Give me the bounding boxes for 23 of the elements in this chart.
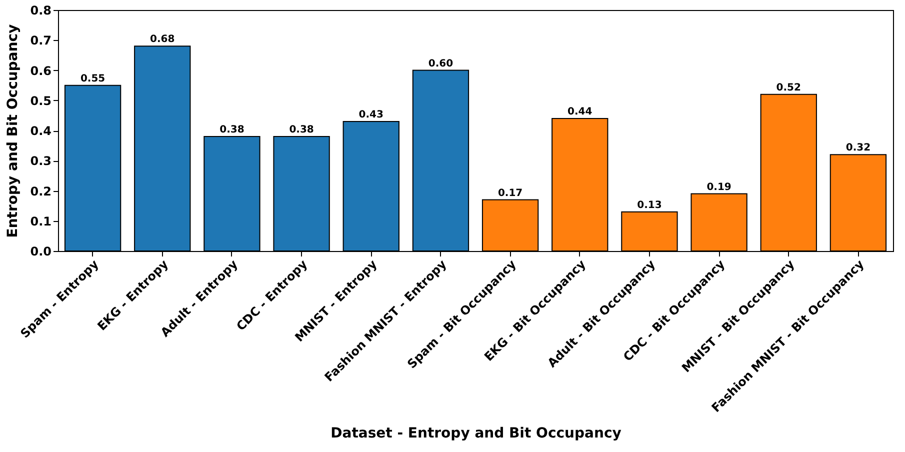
data-label: 0.13 (637, 200, 662, 211)
data-label: 0.55 (80, 73, 106, 84)
y-tick-label: 0.0 (30, 244, 52, 258)
y-tick-label: 0.4 (30, 124, 52, 138)
data-label: 0.68 (150, 34, 175, 46)
data-label: 0.43 (358, 109, 384, 120)
data-label: 0.60 (428, 58, 454, 70)
y-tick-label: 0.5 (30, 94, 52, 108)
x-axis-title: Dataset - Entropy and Bit Occupancy (330, 425, 622, 442)
y-tick-label: 0.8 (30, 4, 52, 18)
data-label: 0.44 (568, 106, 592, 118)
y-tick-label: 0.3 (30, 154, 52, 168)
y-tick-label: 0.6 (30, 64, 52, 78)
y-axis-title: Entropy and Bit Occupancy (5, 24, 22, 238)
y-tick-label: 0.2 (30, 184, 52, 198)
data-label: 0.19 (706, 182, 732, 193)
data-label: 0.52 (776, 82, 801, 94)
data-label: 0.17 (498, 188, 523, 199)
y-tick-label: 0.7 (30, 34, 52, 48)
data-label: 0.32 (846, 142, 871, 154)
data-label: 0.38 (220, 124, 244, 136)
y-tick-label: 0.1 (30, 214, 52, 228)
data-label: 0.38 (289, 124, 314, 136)
